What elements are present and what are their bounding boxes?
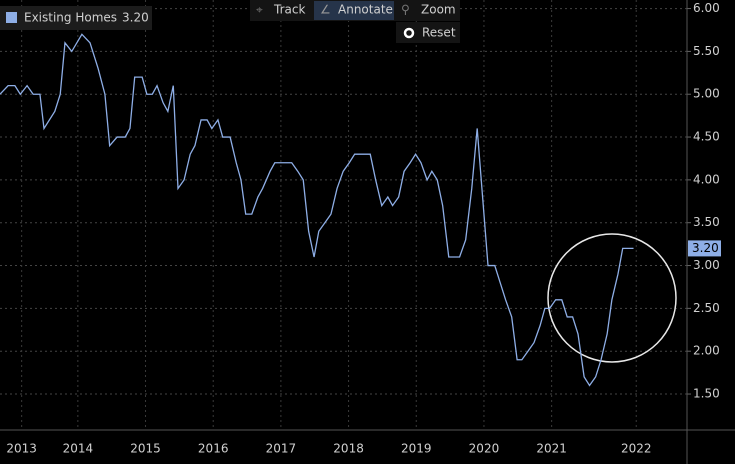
annotation-circle: [547, 233, 677, 363]
y-tick-label: 1.50: [693, 387, 720, 401]
zoom-button[interactable]: ⚲ Zoom: [401, 3, 456, 17]
y-tick-label: 6.00: [693, 1, 720, 15]
y-tick-label: 5.00: [693, 87, 720, 101]
x-tick-label: 2015: [130, 442, 161, 456]
legend: [0, 6, 152, 30]
x-tick-label: 2018: [333, 442, 364, 456]
annotate-icon: ∠: [320, 3, 331, 17]
zoom-icon: ⚲: [401, 3, 410, 17]
last-value-tag: [688, 240, 721, 257]
x-tick-label: 2016: [198, 442, 229, 456]
reset-button[interactable]: Reset: [396, 22, 460, 43]
track-button[interactable]: ⌖ Track: [256, 3, 305, 17]
annotate-label: Annotate: [338, 3, 393, 17]
annotate-button[interactable]: ∠ Annotate: [314, 1, 394, 20]
reset-icon: [403, 27, 415, 39]
x-tick-label: 2021: [536, 442, 567, 456]
y-tick-label: 2.00: [693, 344, 720, 358]
x-tick-label: 2014: [63, 442, 94, 456]
annotate-highlight: [314, 1, 394, 20]
x-tick-label: 2019: [401, 442, 432, 456]
y-tick-label: 4.00: [693, 172, 720, 186]
y-tick-label: 3.50: [693, 215, 720, 229]
y-tick-label: 4.50: [693, 130, 720, 144]
track-icon: ⌖: [256, 3, 263, 17]
zoom-label: Zoom: [421, 3, 456, 17]
y-tick-label: 5.50: [693, 44, 720, 58]
y-tick-label: 2.50: [693, 301, 720, 315]
x-tick-label: 2013: [6, 442, 37, 456]
reset-label: Reset: [422, 26, 456, 40]
marks: 3.20: [0, 33, 721, 387]
reset-bg: [396, 22, 460, 43]
x-tick-label: 2017: [266, 442, 297, 456]
series-line: [0, 33, 634, 387]
x-tick-label: 2020: [469, 442, 500, 456]
track-label: Track: [273, 3, 305, 17]
legend-label: Existing Homes: [24, 11, 117, 25]
legend-value: 3.20: [122, 11, 149, 25]
grid-layer: 1.50 2.00 2.50 3.00 3.50 4.00 4.50 5.00 5.50 6.00…: [0, 0, 720, 456]
y-tick-label: 3.00: [693, 258, 720, 272]
last-value-label: 3.20: [692, 241, 719, 255]
x-tick-label: 2022: [621, 442, 652, 456]
legend-swatch: [6, 12, 17, 23]
